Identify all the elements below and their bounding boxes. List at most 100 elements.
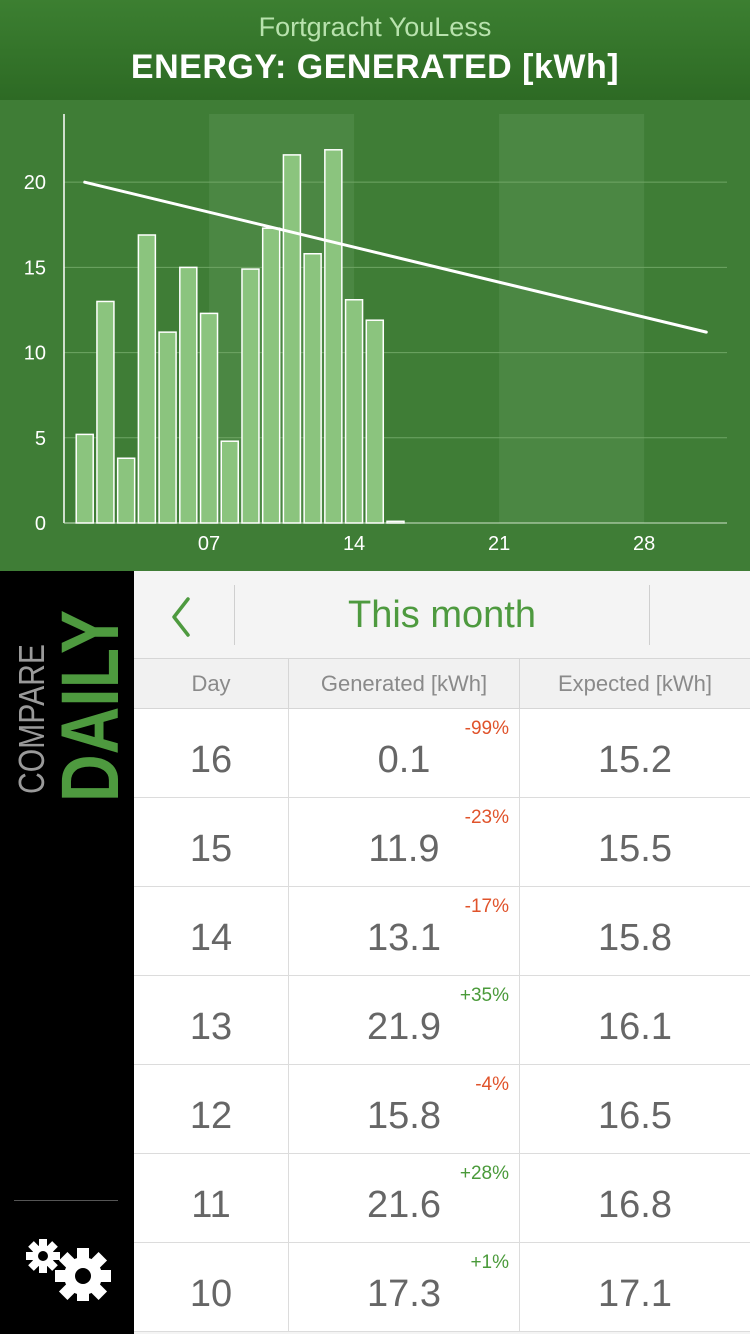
device-name: Fortgracht YouLess (258, 12, 492, 42)
generated-value: 11.9 (368, 828, 440, 870)
table-row[interactable]: 12 -4% 15.8 16.5 (134, 1065, 750, 1154)
y-tick-label: 10 (24, 343, 46, 365)
day-cell: 15 (134, 798, 289, 886)
deviation-badge: -23% (464, 807, 509, 828)
day-value: 15 (189, 828, 233, 870)
generated-cell: -4% 15.8 (289, 1065, 520, 1153)
expected-cell: 16.1 (520, 976, 750, 1064)
bar (75, 433, 94, 524)
bar (344, 299, 364, 524)
generated-value: 21.9 (367, 1006, 441, 1048)
bar (282, 154, 302, 524)
expected-cell: 15.5 (520, 798, 750, 886)
expected-value: 16.1 (598, 1006, 672, 1048)
generated-value: 21.6 (367, 1184, 441, 1226)
day-cell: 16 (134, 709, 289, 797)
deviation-badge: +1% (470, 1252, 509, 1273)
generated-value: 0.1 (377, 739, 431, 781)
day-value: 11 (191, 1184, 231, 1226)
table-header: Day Generated [kWh] Expected [kWh] (134, 658, 750, 709)
day-value: 16 (189, 739, 233, 781)
nav-separator (649, 585, 650, 645)
nav-separator (234, 585, 235, 645)
y-tick-label: 0 (35, 513, 46, 535)
app-header: Fortgracht YouLess ENERGY: GENERATED [kW… (0, 0, 750, 100)
table-row[interactable]: 11 +28% 21.6 16.8 (134, 1154, 750, 1243)
day-value: 14 (189, 917, 233, 959)
table-row[interactable]: 10 +1% 17.3 17.1 (134, 1243, 750, 1332)
x-tick-label: 28 (633, 533, 655, 555)
chart-svg: 0 5 10 15 20 07 14 21 28 (24, 114, 727, 555)
bar (220, 440, 239, 524)
y-tick-label: 5 (35, 428, 46, 450)
bar (261, 227, 281, 524)
previous-period-button[interactable] (134, 571, 234, 659)
bar (116, 457, 136, 524)
gears-icon (26, 1239, 111, 1304)
bar (158, 331, 177, 524)
day-cell: 13 (134, 976, 289, 1064)
expected-value: 16.8 (598, 1184, 672, 1226)
expected-cell: 15.2 (520, 709, 750, 797)
compare-panel: This month Day Generated [kWh] Expected … (134, 571, 750, 1334)
x-tick-label: 21 (488, 533, 510, 555)
y-tick-label: 20 (24, 172, 46, 194)
sidebar-divider (14, 1200, 118, 1201)
day-cell: 12 (134, 1065, 289, 1153)
table-row[interactable]: 14 -17% 13.1 15.8 (134, 887, 750, 976)
bar (386, 520, 405, 524)
bar (199, 312, 219, 524)
deviation-badge: +28% (459, 1163, 509, 1184)
sidebar: COMPARE DAILY (0, 571, 134, 1334)
expected-value: 15.2 (598, 739, 672, 781)
expected-value: 16.5 (598, 1095, 672, 1137)
y-tick-label: 15 (24, 257, 46, 279)
bar (179, 266, 198, 524)
compare-label: COMPARE (14, 644, 52, 794)
compare-mode-label[interactable]: COMPARE DAILY (14, 606, 124, 806)
bar (324, 149, 343, 524)
deviation-badge: -4% (475, 1074, 509, 1095)
expected-line (83, 180, 708, 334)
expected-cell: 16.5 (520, 1065, 750, 1153)
mode-label: DAILY (45, 610, 124, 802)
deviation-badge: -17% (464, 896, 509, 917)
expected-cell: 16.8 (520, 1154, 750, 1242)
column-header-generated: Generated [kWh] (289, 659, 520, 708)
expected-value: 15.8 (598, 917, 672, 959)
day-value: 12 (189, 1095, 233, 1137)
page-title: ENERGY: GENERATED [kWh] (130, 48, 620, 86)
day-cell: 14 (134, 887, 289, 975)
deviation-badge: +35% (459, 985, 509, 1006)
period-title: This month (348, 594, 536, 636)
day-cell: 11 (134, 1154, 289, 1242)
day-value: 13 (189, 1006, 233, 1048)
table-row[interactable]: 13 +35% 21.9 16.1 (134, 976, 750, 1065)
table-row[interactable]: 15 -23% 11.9 15.5 (134, 798, 750, 887)
x-tick-label: 07 (198, 533, 220, 555)
generated-cell: -23% 11.9 (289, 798, 520, 886)
generated-cell: +28% 21.6 (289, 1154, 520, 1242)
week-band (499, 114, 645, 523)
table-row[interactable]: 16 -99% 0.1 15.2 (134, 709, 750, 798)
expected-value: 17.1 (598, 1273, 672, 1315)
chevron-left-icon (172, 597, 190, 637)
expected-cell: 15.8 (520, 887, 750, 975)
deviation-badge: -99% (464, 718, 509, 739)
daily-table: 16 -99% 0.1 15.2 15 -23% 11.9 15.5 14 -17% 13.1 15.… (134, 709, 750, 1332)
day-cell: 10 (134, 1243, 289, 1331)
generated-value: 13.1 (367, 917, 441, 959)
bar (241, 268, 260, 524)
energy-chart[interactable]: 0 5 10 15 20 07 14 21 28 (0, 100, 750, 571)
generated-cell: +35% 21.9 (289, 976, 520, 1064)
bar (303, 252, 322, 524)
expected-cell: 17.1 (520, 1243, 750, 1331)
bar (96, 300, 115, 524)
settings-button[interactable] (18, 1226, 118, 1304)
x-tick-label: 14 (343, 533, 365, 555)
bar (365, 319, 385, 524)
generated-value: 15.8 (367, 1095, 441, 1137)
bar (137, 234, 157, 524)
column-header-day: Day (134, 659, 289, 708)
generated-cell: +1% 17.3 (289, 1243, 520, 1331)
